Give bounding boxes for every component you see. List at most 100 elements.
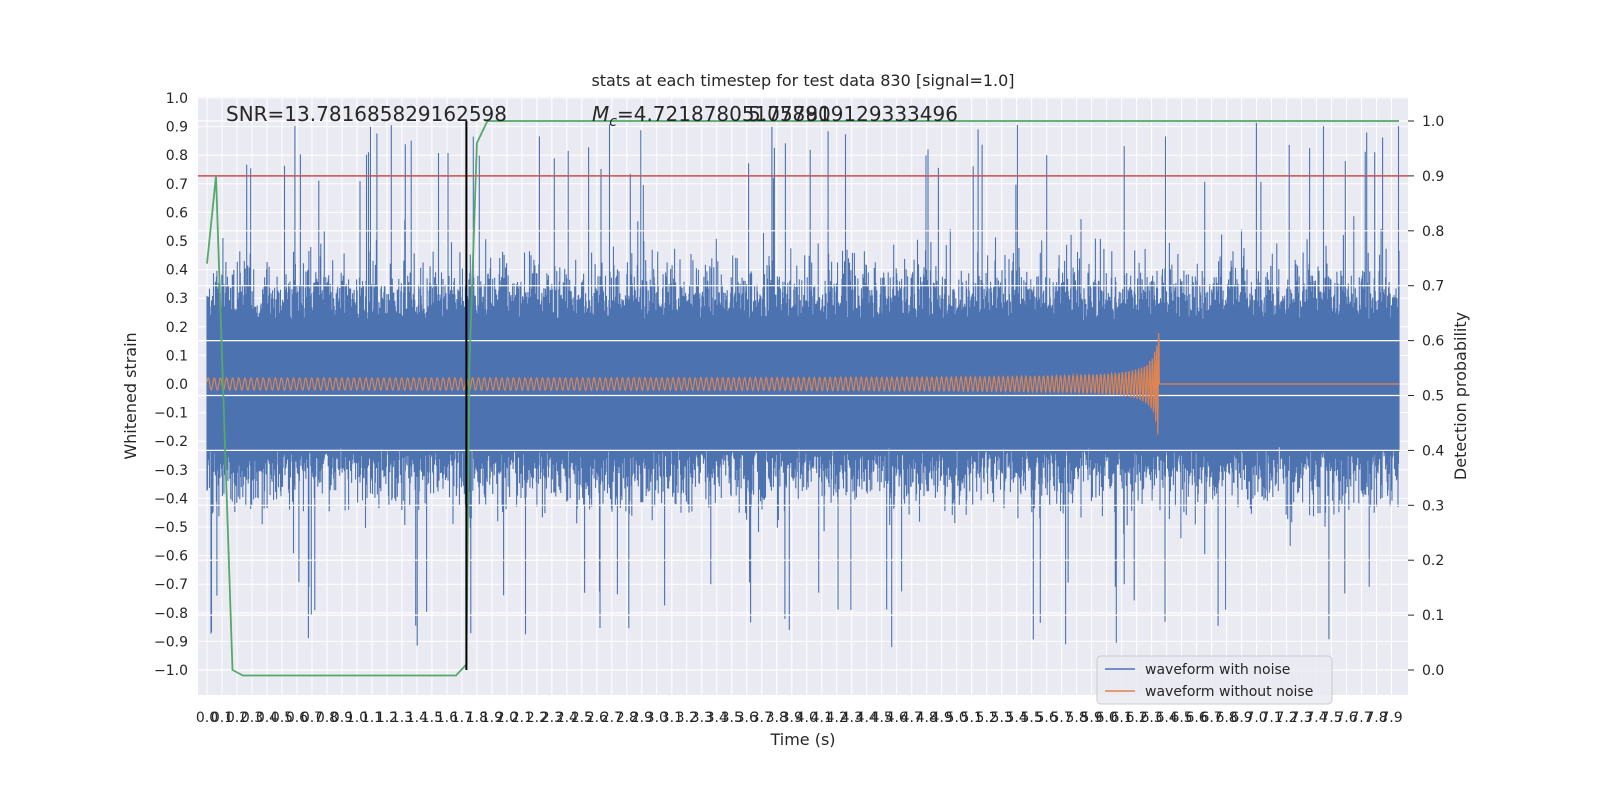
x-tick-label: 0.0 <box>196 710 218 726</box>
x-tick-label: 1.8 <box>466 710 488 726</box>
x-tick-label: 2.0 <box>496 710 518 726</box>
x-tick-label: 3.1 <box>661 710 683 726</box>
x-tick-label: 6.2 <box>1125 710 1147 726</box>
x-tick-label: 3.6 <box>736 710 758 726</box>
x-tick-label: 5.8 <box>1066 710 1088 726</box>
x-tick-label: 7.7 <box>1350 710 1372 726</box>
x-tick-label: 1.2 <box>376 710 398 726</box>
x-tick-label: 7.1 <box>1260 710 1282 726</box>
x-tick-label: 4.3 <box>841 710 863 726</box>
overlap-annotation: 5.078909129333496 <box>748 102 958 126</box>
x-tick-label: 4.6 <box>886 710 908 726</box>
x-tick-label: 5.2 <box>976 710 998 726</box>
y-tick-label-left: −0.4 <box>154 491 188 507</box>
x-tick-label: 3.8 <box>766 710 788 726</box>
x-tick-label: 1.9 <box>481 710 503 726</box>
x-tick-label: 0.4 <box>256 710 278 726</box>
x-tick-label: 0.5 <box>271 710 293 726</box>
x-tick-label: 5.0 <box>946 710 968 726</box>
y-tick-label-left: 0.8 <box>166 148 188 164</box>
x-tick-label: 4.7 <box>901 710 923 726</box>
x-tick-label: 5.5 <box>1021 710 1043 726</box>
x-tick-label: 7.3 <box>1290 710 1312 726</box>
y-tick-label-right: 0.5 <box>1422 389 1444 405</box>
x-tick-label: 5.7 <box>1051 710 1073 726</box>
series-waveform-without-noise <box>206 332 1399 435</box>
y-tick-label-left: −0.9 <box>154 634 188 650</box>
x-tick-label: 2.9 <box>631 710 653 726</box>
x-tick-label: 7.4 <box>1305 710 1327 726</box>
x-tick-label: 5.1 <box>961 710 983 726</box>
y-tick-label-right: 0.8 <box>1422 224 1444 240</box>
x-tick-label: 2.1 <box>511 710 533 726</box>
y-tick-label-left: 0.5 <box>166 234 188 250</box>
y-tick-label-right: 0.1 <box>1422 608 1444 624</box>
x-tick-label: 4.1 <box>811 710 833 726</box>
x-tick-label: 6.8 <box>1215 710 1237 726</box>
x-tick-label: 4.4 <box>856 710 878 726</box>
x-tick-label: 2.6 <box>586 710 608 726</box>
x-tick-label: 3.9 <box>781 710 803 726</box>
x-tick-label: 3.4 <box>706 710 728 726</box>
x-tick-label: 5.3 <box>991 710 1013 726</box>
mc-annotation: Mc=4.72187805175781 <box>592 102 831 130</box>
x-tick-label: 6.7 <box>1200 710 1222 726</box>
x-tick-label: 4.0 <box>796 710 818 726</box>
x-tick-label: 7.0 <box>1245 710 1267 726</box>
x-tick-label: 0.6 <box>286 710 308 726</box>
y-tick-label-left: −0.3 <box>154 463 188 479</box>
x-tick-label: 0.3 <box>241 710 263 726</box>
x-tick-label: 1.0 <box>346 710 368 726</box>
legend: waveform with noise waveform without noi… <box>1096 655 1333 705</box>
x-tick-label: 2.4 <box>556 710 578 726</box>
y-tick-label-left: −0.1 <box>154 406 188 422</box>
snr-annotation: SNR=13.781685829162598 <box>226 102 507 126</box>
x-tick-label: 2.7 <box>601 710 623 726</box>
mc-subscript: c <box>609 114 617 130</box>
y-tick-label-left: −0.5 <box>154 520 188 536</box>
y-tick-label-left: 1.0 <box>166 91 188 107</box>
y-tick-label-left: 0.9 <box>166 120 188 136</box>
y-tick-label-left: −0.8 <box>154 606 188 622</box>
x-tick-label: 4.2 <box>826 710 848 726</box>
y-tick-label-left: 0.6 <box>166 205 188 221</box>
x-tick-label: 0.8 <box>316 710 338 726</box>
x-tick-label: 1.1 <box>361 710 383 726</box>
y-tick-label-left: 0.1 <box>166 348 188 364</box>
legend-box <box>1096 655 1333 705</box>
x-tick-label: 2.5 <box>571 710 593 726</box>
y-tick-label-right: 0.4 <box>1422 443 1444 459</box>
y-tick-label-left: 0.2 <box>166 320 188 336</box>
y-axis-label-right: Detection probability <box>1451 312 1470 480</box>
x-tick-label: 2.3 <box>541 710 563 726</box>
x-tick-label: 6.1 <box>1110 710 1132 726</box>
y-tick-label-right: 1.0 <box>1422 114 1444 130</box>
x-axis-label: Time (s) <box>769 730 835 749</box>
x-tick-label: 6.6 <box>1185 710 1207 726</box>
x-tick-label: 7.8 <box>1365 710 1387 726</box>
y-tick-label-left: −0.6 <box>154 549 188 565</box>
y-tick-label-right: 0.3 <box>1422 498 1444 514</box>
y-tick-label-right: 0.0 <box>1422 663 1444 679</box>
mc-value: =4.72187805175781 <box>617 102 831 126</box>
x-tick-label: 0.1 <box>211 710 233 726</box>
y-tick-label-right: 0.7 <box>1422 279 1444 295</box>
x-tick-label: 3.7 <box>751 710 773 726</box>
x-tick-label: 3.5 <box>721 710 743 726</box>
y-axis-label-left: Whitened strain <box>121 332 140 459</box>
y-tick-label-left: 0.0 <box>166 377 188 393</box>
x-tick-label: 0.2 <box>226 710 248 726</box>
x-tick-label: 7.2 <box>1275 710 1297 726</box>
x-tick-label: 2.2 <box>526 710 548 726</box>
y-tick-label-right: 0.2 <box>1422 553 1444 569</box>
y-tick-label-left: 0.4 <box>166 263 188 279</box>
plot-layer <box>198 120 1408 677</box>
x-tick-label: 1.5 <box>421 710 443 726</box>
x-tick-label: 3.2 <box>676 710 698 726</box>
x-tick-label: 7.6 <box>1335 710 1357 726</box>
x-tick-label: 4.8 <box>916 710 938 726</box>
x-tick-label: 6.3 <box>1140 710 1162 726</box>
x-tick-label: 2.8 <box>616 710 638 726</box>
x-tick-label: 7.9 <box>1380 710 1402 726</box>
